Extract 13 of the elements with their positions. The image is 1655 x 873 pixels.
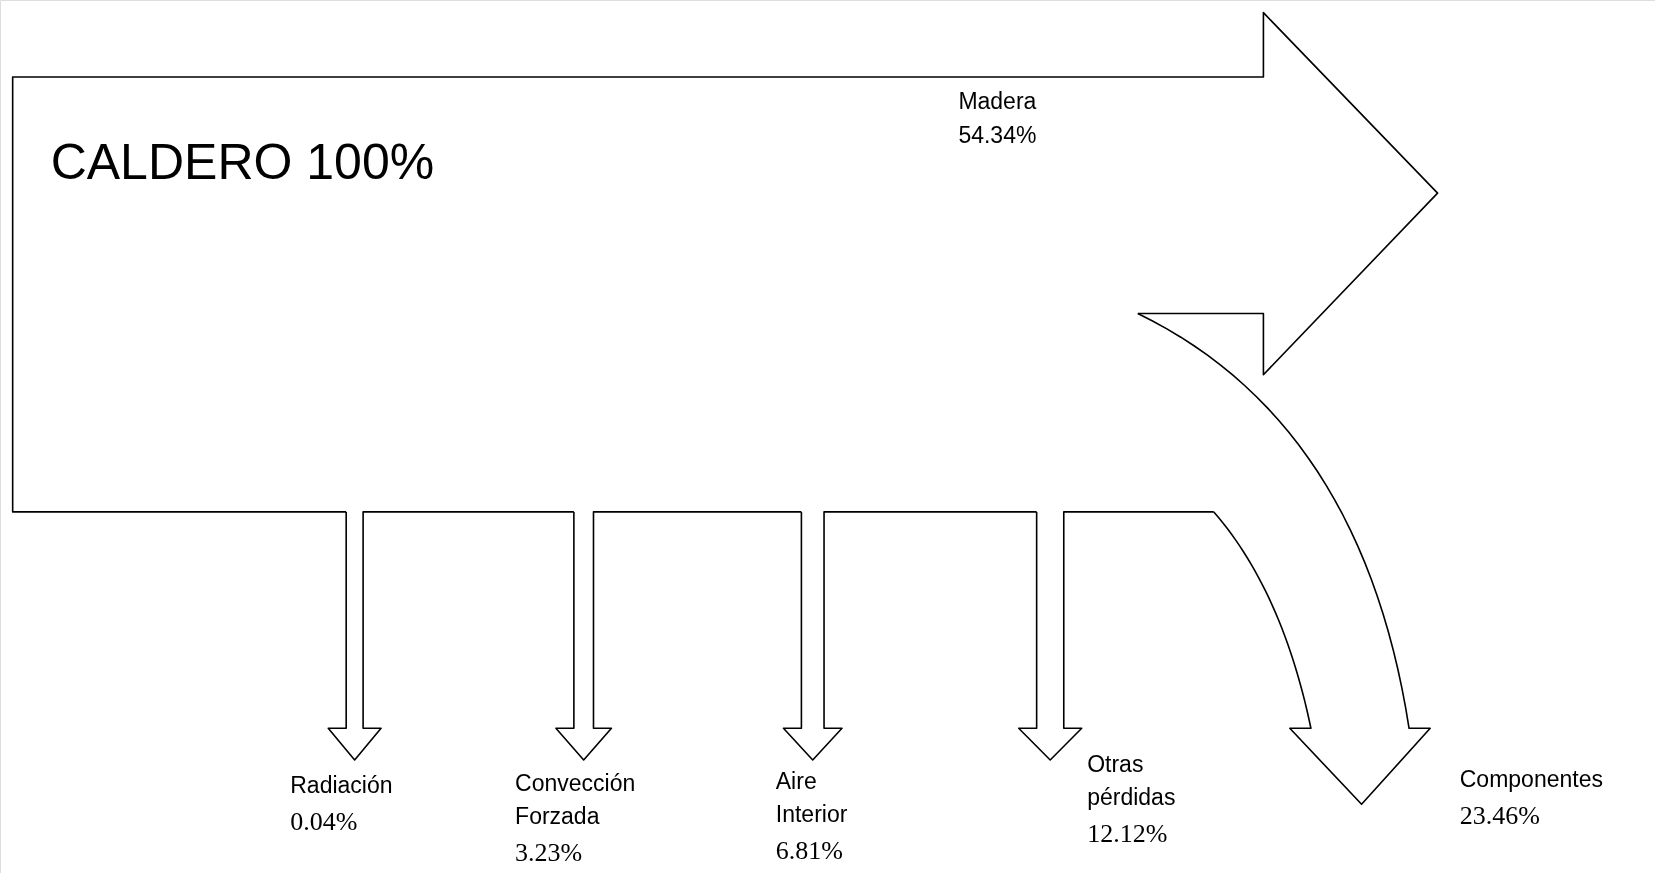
data-label: 54.34%: [958, 121, 1037, 148]
data-label: 6.81%: [775, 836, 843, 866]
data-label: 0.04%: [290, 806, 358, 836]
category-label: Aire Interior: [775, 767, 848, 827]
category-label: Convección Forzada: [515, 769, 636, 829]
category-label: Componentes: [1459, 766, 1603, 793]
data-label: 12.12%: [1087, 819, 1168, 849]
data-label: 3.23%: [515, 838, 583, 868]
category-label: Radiación: [290, 771, 393, 798]
data-label: 23.46%: [1459, 801, 1540, 831]
category-label: Otras pérdidas: [1087, 750, 1176, 810]
text: CALDERO 100%: [50, 133, 435, 190]
category-label: Madera: [958, 87, 1037, 114]
